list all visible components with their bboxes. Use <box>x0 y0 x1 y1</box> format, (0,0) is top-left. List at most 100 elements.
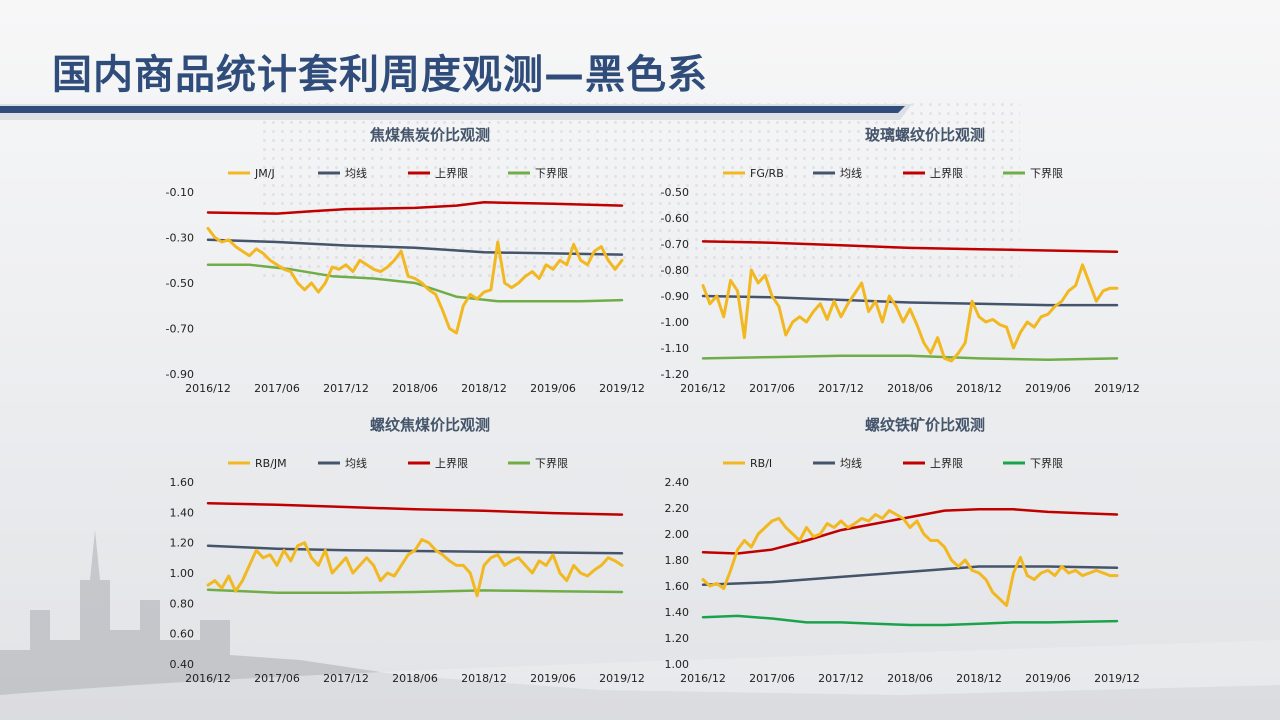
y-tick-label: 1.20 <box>170 537 195 550</box>
y-tick-label: 0.60 <box>170 628 195 641</box>
x-tick-label: 2016/12 <box>680 382 726 395</box>
legend-item: 均线 <box>813 166 862 180</box>
y-tick-label: 1.20 <box>665 632 690 645</box>
series-line-mean <box>701 565 1119 586</box>
legend-label: RB/I <box>750 457 772 470</box>
x-tick-label: 2016/12 <box>185 382 231 395</box>
series-line-mean <box>701 294 1119 307</box>
legend-label: 均线 <box>345 166 367 180</box>
x-tick-label: 2016/12 <box>185 672 231 685</box>
x-tick-label: 2019/12 <box>599 672 645 685</box>
legend-label: 上界限 <box>435 457 468 470</box>
x-tick-label: 2019/06 <box>530 672 576 685</box>
y-tick-label: -0.90 <box>166 368 194 381</box>
y-tick-label: -1.00 <box>661 316 689 329</box>
chart-svg-rb-i: RB/I 均线 上界限 下界限 2.40 2.20 2.00 1.80 1.60 1.40 1.20… <box>665 456 1140 685</box>
series-line-lower_alt <box>701 614 1119 627</box>
y-tick-label: 0.40 <box>170 658 195 671</box>
legend-item: 下界限 <box>508 457 568 470</box>
title-underline-band <box>0 104 912 120</box>
x-tick-label: 2018/06 <box>887 672 933 685</box>
series-line-upper <box>701 508 1119 555</box>
x-tick-label: 2018/06 <box>392 672 438 685</box>
legend-label: 均线 <box>840 456 862 470</box>
legend-label: 上界限 <box>930 167 963 180</box>
x-tick-label: 2019/06 <box>1025 672 1071 685</box>
x-tick-label: 2017/06 <box>254 672 300 685</box>
y-tick-label: -0.80 <box>661 264 689 277</box>
legend-item: 下界限 <box>1003 457 1063 470</box>
legend-item: 上界限 <box>408 167 468 180</box>
legend-item: 上界限 <box>903 457 963 470</box>
x-tick-label: 2017/12 <box>818 382 864 395</box>
y-tick-label: -1.20 <box>661 368 689 381</box>
legend-item: FG/RB <box>723 167 784 180</box>
chart-title: 螺纹铁矿价比观测 <box>864 416 985 434</box>
legend-item: 上界限 <box>903 167 963 180</box>
x-tick-label: 2018/06 <box>887 382 933 395</box>
series-line-upper <box>206 501 624 516</box>
x-tick-label: 2019/06 <box>1025 382 1071 395</box>
y-tick-label: -0.90 <box>661 290 689 303</box>
chart-title: 玻璃螺纹价比观测 <box>864 126 985 144</box>
series-line-ratio <box>701 509 1119 607</box>
x-tick-label: 2017/12 <box>323 672 369 685</box>
page-title: 国内商品统计套利周度观测—黑色系 <box>52 52 708 98</box>
chart-panel-jm-j: 焦煤焦炭价比观测 JM/J 均线 上界限 下界限 -0.10 -0.30 -0.50 -0.7… <box>150 124 710 404</box>
y-tick-label: -1.10 <box>661 342 689 355</box>
legend-item: 上界限 <box>408 457 468 470</box>
series-line-mean <box>206 238 624 256</box>
x-tick-label: 2018/06 <box>392 382 438 395</box>
series-line-ratio <box>701 263 1119 363</box>
y-tick-label: 2.20 <box>665 502 690 515</box>
legend-label: JM/J <box>254 167 275 180</box>
legend-item: JM/J <box>228 167 275 180</box>
x-tick-label: 2017/06 <box>749 382 795 395</box>
y-tick-label: -0.30 <box>166 232 194 245</box>
world-map-background <box>260 100 1020 280</box>
city-skyline-background <box>0 530 1280 720</box>
series-line-ratio <box>206 538 624 598</box>
chart-panel-fg-rb: 玻璃螺纹价比观测 FG/RB 均线 上界限 下界限 -0.50 -0.60 -0.70 -0.… <box>645 124 1205 404</box>
series-line-lower <box>206 263 624 303</box>
legend-label: 均线 <box>345 456 367 470</box>
series-line-ratio <box>206 226 624 335</box>
x-tick-label: 2019/06 <box>530 382 576 395</box>
x-tick-label: 2016/12 <box>680 672 726 685</box>
chart-svg-jm-j: JM/J 均线 上界限 下界限-0.10-0.30-0.50-0.70-0.90201… <box>166 166 645 395</box>
y-tick-label: -0.50 <box>166 277 194 290</box>
legend-item: 下界限 <box>1003 167 1063 180</box>
series-line-upper <box>701 240 1119 254</box>
y-tick-label: 1.00 <box>665 658 690 671</box>
chart-svg-rb-jm: RB/JM 均线 上界限 下界限 1.60 1.40 1.20 1.00 0.80 0.60 0.4… <box>170 456 645 685</box>
x-tick-label: 2019/12 <box>1094 672 1140 685</box>
legend-label: 下界限 <box>1030 167 1063 180</box>
legend-label: 下界限 <box>535 167 568 180</box>
y-tick-label: -0.70 <box>166 323 194 336</box>
legend-label: 下界限 <box>1030 457 1063 470</box>
x-tick-label: 2019/12 <box>1094 382 1140 395</box>
legend-label: RB/JM <box>255 457 287 470</box>
legend-item: 均线 <box>318 166 367 180</box>
chart-title: 螺纹焦煤价比观测 <box>369 416 490 434</box>
series-line-lower <box>206 588 624 594</box>
legend-item: 均线 <box>813 456 862 470</box>
y-tick-label: -0.70 <box>661 238 689 251</box>
legend-item: RB/I <box>723 457 772 470</box>
legend-item: 下界限 <box>508 167 568 180</box>
series-line-upper <box>206 200 624 215</box>
x-tick-label: 2017/06 <box>749 672 795 685</box>
x-tick-label: 2019/12 <box>599 382 645 395</box>
y-tick-label: 2.00 <box>665 528 690 541</box>
y-tick-label: -0.50 <box>661 186 689 199</box>
chart-panel-rb-jm: 螺纹焦煤价比观测 RB/JM 均线 上界限 下界限 1.60 1.40 1.20 1.00 0.… <box>150 414 710 694</box>
legend-label: 上界限 <box>435 167 468 180</box>
legend-item: 均线 <box>318 456 367 470</box>
chart-panel-rb-i: 螺纹铁矿价比观测 RB/I 均线 上界限 下界限 2.40 2.20 2.00 1.80 1.6… <box>645 414 1205 694</box>
y-tick-label: 2.40 <box>665 476 690 489</box>
x-tick-label: 2018/12 <box>956 672 1002 685</box>
y-tick-label: 1.40 <box>170 506 195 519</box>
y-tick-label: 1.60 <box>665 580 690 593</box>
legend-label: 下界限 <box>535 457 568 470</box>
y-tick-label: 0.80 <box>170 597 195 610</box>
